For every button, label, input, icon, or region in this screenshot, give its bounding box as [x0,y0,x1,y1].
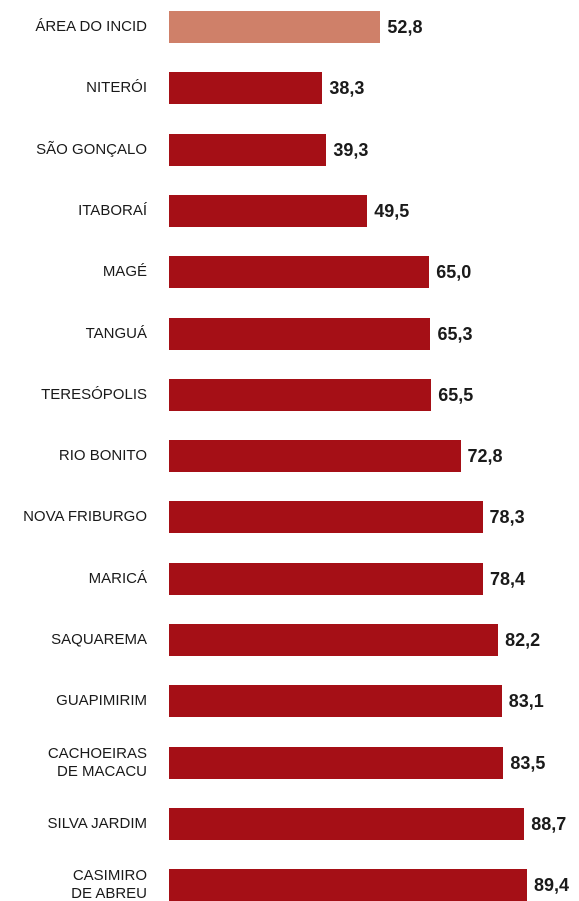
category-label: ITABORAÍ [78,201,147,219]
value-label: 65,3 [437,323,473,344]
category-label: SÃO GONÇALO [36,140,147,158]
value-label: 82,2 [505,630,541,650]
category-label: NOVA FRIBURGO [23,508,147,526]
value-label: 72,8 [467,446,503,467]
bar [169,807,525,840]
category-label: MAGÉ [102,263,147,281]
value-label: 39,3 [333,139,369,160]
bar [169,501,483,534]
value-label: 65,5 [438,384,474,405]
bar [169,256,430,289]
bar [169,72,323,105]
category-label: GUAPIMIRIM [56,692,147,710]
bar [169,746,504,779]
value-label: 89,4 [534,875,570,896]
category-label: CACHOEIRAS DE MACACU [47,744,147,780]
bar [169,11,381,43]
bar [169,624,499,656]
category-label: TERESÓPOLIS [41,385,147,403]
category-label: RIO BONITO [58,447,147,465]
category-label: SAQUAREMA [51,631,147,648]
value-label: 78,4 [489,568,525,589]
bar [169,440,461,473]
value-label: 78,3 [489,507,525,528]
bar [169,685,502,718]
value-label: 52,8 [387,17,423,37]
bar [169,317,431,350]
bar [169,194,368,227]
category-label: NITERÓI [86,79,147,97]
bar [169,869,527,901]
value-label: 88,7 [531,813,567,834]
bar [169,378,432,411]
category-label: TANGUÁ [85,324,147,342]
value-label: 49,5 [374,200,410,221]
category-label: SILVA JARDIM [47,814,147,832]
bar [169,133,327,166]
value-label: 38,3 [329,78,365,99]
category-label: CASIMIRO DE ABREU [71,867,147,901]
category-label: MARICÁ [88,569,147,587]
value-label: 83,1 [508,691,544,712]
bar [169,562,483,595]
category-label: ÁREA DO INCID [35,18,147,35]
value-label: 83,5 [510,752,546,773]
value-label: 65,0 [436,262,472,283]
